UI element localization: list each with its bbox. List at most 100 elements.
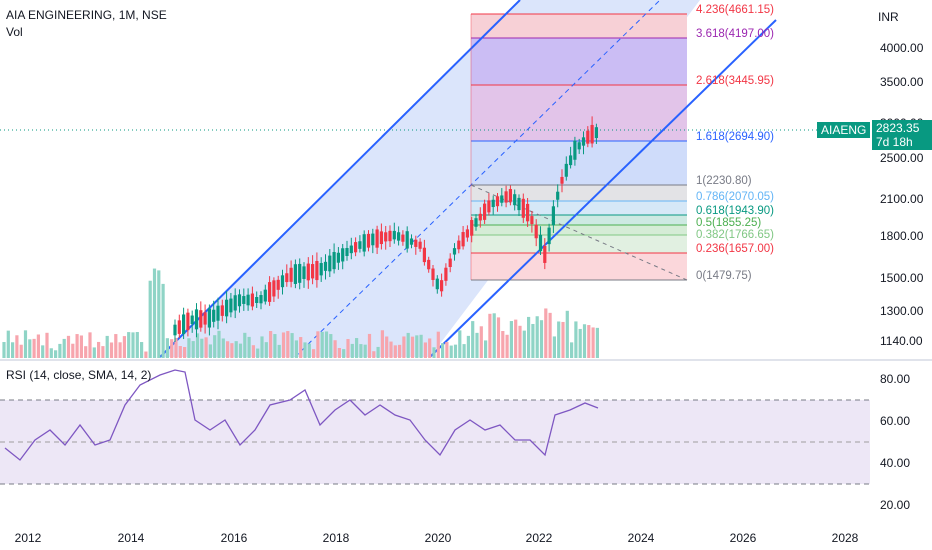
volume-bar [118,342,122,358]
candle-body [435,278,439,290]
volume-bar [71,343,75,358]
volume-bar [6,330,10,358]
volume-bar [591,327,595,358]
fib-level-label: 1(2230.80) [696,175,752,187]
time-axis-tick: 2028 [831,531,859,545]
volume-bar [79,335,83,358]
volume-label: Vol [6,25,23,39]
candle-body [577,142,581,150]
volume-bar [484,340,488,358]
volume-bar [269,331,273,358]
candle-body [186,312,190,331]
volume-bar [286,331,290,358]
candle-body [538,234,543,252]
volume-bar [2,342,6,358]
candle-body [212,309,216,322]
volume-bar [570,342,574,358]
volume-bar [230,343,234,358]
volume-bar [509,321,513,358]
candle-body [379,231,383,245]
volume-bar [595,327,599,358]
candle-body [276,279,280,290]
volume-bar [527,316,531,358]
candle-body [508,189,512,202]
volume-bar [342,349,346,358]
candle-body [448,258,452,268]
volume-bar [165,338,169,358]
volume-bar [62,338,66,358]
volume-bar [406,332,410,358]
candle-body [358,241,362,249]
fib-band-05 [471,225,687,235]
candle-body [487,200,491,213]
volume-bar [183,346,187,358]
volume-bar [170,339,174,358]
volume-bar [221,338,225,358]
candle-body [491,199,495,208]
candle-body [366,233,371,248]
volume-bar [501,331,505,358]
candle-body [586,130,590,144]
volume-bar [582,324,587,358]
volume-bar [415,335,419,358]
candle-body [323,261,328,271]
volume-bar [208,344,212,358]
volume-bar [213,335,217,358]
fib-level-label: 0.786(2070.05) [696,191,775,203]
volume-bar [178,346,182,358]
time-axis-tick: 2026 [729,531,757,545]
volume-bar [359,344,363,358]
volume-bar [45,332,49,358]
volume-bar [505,334,509,358]
volume-bar [518,325,522,358]
volume-bar [92,347,96,358]
candle-body [259,295,263,304]
price-axis-tick: 2500.00 [880,151,924,165]
volume-bar [479,326,483,358]
volume-bar [84,346,88,358]
volume-bar [161,283,165,358]
volume-bar [466,335,470,358]
volume-bar [217,330,221,358]
candle-body [375,229,379,248]
volume-bar [488,313,492,358]
candle-body [319,263,323,276]
volume-bar [372,351,376,358]
candle-body [345,248,349,256]
candle-body [564,163,568,177]
volume-bar [574,321,578,358]
candle-body [504,191,508,203]
volume-bar [496,317,501,358]
volume-bar [320,331,324,358]
candle-body [573,140,577,160]
channel-lower-line[interactable] [429,19,777,358]
volume-bar [243,332,247,358]
volume-bar [544,308,548,358]
fib-band-0786 [471,201,687,215]
candle-body [336,252,340,263]
candle-body [332,252,336,270]
volume-bar [234,341,238,358]
symbol-title: AIA ENGINEERING, 1M, NSE [6,8,167,22]
candle-body [465,229,469,238]
volume-bar [337,347,341,358]
fib-level-label: 0.382(1766.65) [696,229,775,241]
candle-body [405,231,409,249]
volume-bar [561,321,565,358]
volume-bar [398,344,402,358]
currency-label: INR [878,10,899,24]
channel-upper-line[interactable] [159,0,521,358]
volume-bar [281,332,286,358]
volume-bar [290,333,294,358]
fib-band-4236 [471,14,687,38]
volume-bar [28,339,32,358]
volume-bar [376,346,380,358]
candle-body [246,294,250,306]
volume-bar [355,338,359,358]
candle-body [590,124,594,144]
candle-body [311,264,315,279]
candle-body [517,197,521,211]
candle-body [440,280,444,292]
volume-bar [389,341,393,358]
